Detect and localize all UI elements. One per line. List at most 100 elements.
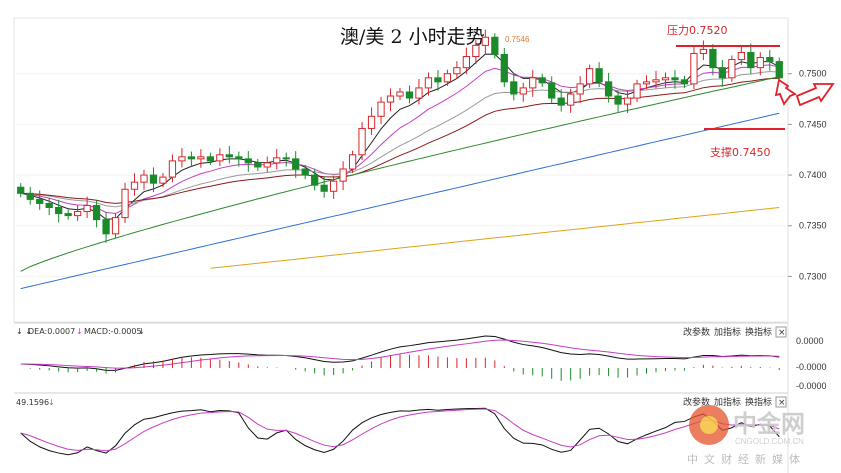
candle-body xyxy=(358,127,366,156)
candle xyxy=(680,75,689,88)
kdj-close-icon: × xyxy=(778,398,786,408)
candle-body xyxy=(140,174,148,183)
resistance-label: 压力0.7520 xyxy=(667,24,728,37)
candle xyxy=(699,40,708,60)
candle-body xyxy=(604,81,613,97)
candle xyxy=(557,89,565,112)
candle xyxy=(661,72,670,88)
candle xyxy=(538,73,546,87)
candle xyxy=(168,154,177,183)
candle-body xyxy=(538,77,546,84)
candle xyxy=(74,205,82,221)
candle xyxy=(491,33,499,59)
candle xyxy=(197,149,205,168)
candle-body xyxy=(273,157,281,164)
candle-body xyxy=(405,91,414,99)
candle xyxy=(292,151,300,178)
candle-body xyxy=(102,219,110,235)
macd-switch-indicator-button[interactable]: 换指标 xyxy=(745,326,772,338)
candle-body xyxy=(766,57,774,63)
watermark: 中金网 CNGOLD.COM.CN 中文财经新媒体 xyxy=(687,405,806,466)
watermark-sub: 中文财经新媒体 xyxy=(687,452,806,466)
candle-body xyxy=(187,156,196,160)
candle xyxy=(747,43,755,75)
candle xyxy=(623,90,632,114)
candle-body xyxy=(775,61,783,79)
candle xyxy=(424,72,433,96)
candle-body xyxy=(168,160,177,178)
candle-body xyxy=(756,57,764,69)
macd-dif-line xyxy=(20,335,780,371)
candle-body xyxy=(348,154,357,170)
candle xyxy=(83,196,91,219)
candle-body xyxy=(64,213,72,217)
candle-body xyxy=(36,198,44,204)
down-arrow-icon xyxy=(774,78,797,106)
kdj-add-indicator-button[interactable]: 加指标 xyxy=(714,396,741,408)
ma-line-20 xyxy=(20,70,780,208)
candle-body xyxy=(510,81,518,95)
macd-close-button[interactable] xyxy=(775,326,787,338)
candle xyxy=(567,88,575,113)
candle-body xyxy=(557,97,565,106)
candle xyxy=(671,70,679,89)
ma-line-10 xyxy=(20,64,780,214)
candle-body xyxy=(415,87,423,99)
y-tick-label: 0.7450 xyxy=(799,119,827,129)
candle-body xyxy=(330,180,338,192)
candle-body xyxy=(623,97,632,105)
candle xyxy=(358,121,366,161)
candle-body xyxy=(74,211,82,217)
kdj-switch-indicator-button[interactable]: 换指标 xyxy=(745,396,772,408)
candle-body xyxy=(386,95,395,103)
candle-body xyxy=(206,156,214,162)
candle xyxy=(149,167,158,193)
candle-body xyxy=(26,192,34,200)
candle-body xyxy=(320,184,328,192)
candle-body xyxy=(491,36,499,55)
candle-body xyxy=(55,206,63,215)
candle xyxy=(652,70,660,89)
y-tick-label: 0.7300 xyxy=(799,271,827,281)
macd-add-indicator-button[interactable]: 加指标 xyxy=(714,326,741,338)
macd-tick-2: -0.0000 xyxy=(796,362,827,372)
candle-body xyxy=(244,158,252,164)
kdj-value: 49.1596 xyxy=(16,398,49,407)
candle-body xyxy=(159,176,167,184)
candle xyxy=(690,46,698,90)
candle xyxy=(367,107,376,135)
candle xyxy=(415,79,423,105)
candle xyxy=(481,29,489,55)
main-panel xyxy=(13,17,789,323)
candle xyxy=(405,85,414,104)
kdj-d-line xyxy=(20,408,780,452)
candle-body xyxy=(576,83,584,95)
candle-body xyxy=(699,48,708,54)
candle xyxy=(462,47,470,75)
candle-body xyxy=(453,67,461,75)
macd-arrow-icon: ↓ xyxy=(76,327,83,336)
candle xyxy=(187,151,196,167)
kdj-params-button[interactable]: 改参数 xyxy=(683,396,710,408)
candle-body xyxy=(377,101,385,117)
candle xyxy=(386,88,395,112)
candle-body xyxy=(661,77,670,81)
kdj-close-button[interactable] xyxy=(775,396,787,408)
ma-line-60 xyxy=(20,76,780,272)
candle xyxy=(614,90,622,112)
candle xyxy=(235,151,243,167)
macd-dea-value: DEA:0.0007 xyxy=(28,327,75,336)
candle-body xyxy=(595,68,603,83)
candle xyxy=(111,213,120,238)
candle xyxy=(17,183,25,198)
kdj-k-line xyxy=(20,407,780,456)
macd-params-button[interactable]: 改参数 xyxy=(683,326,710,338)
candle-body xyxy=(149,174,158,184)
candle xyxy=(330,175,338,199)
candle xyxy=(225,145,233,164)
candle xyxy=(348,150,357,174)
candle xyxy=(576,76,584,103)
candle xyxy=(320,176,328,198)
candle-body xyxy=(254,162,262,168)
